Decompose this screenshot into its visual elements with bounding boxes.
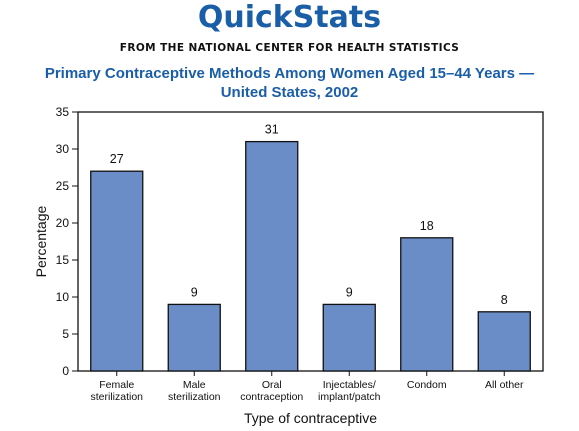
x-tick-label: Female — [99, 379, 134, 391]
y-tick-label: 5 — [62, 327, 69, 341]
x-tick-label: sterilization — [90, 391, 143, 403]
y-tick-label: 30 — [56, 142, 70, 156]
y-tick-label: 25 — [56, 179, 70, 193]
y-tick-label: 20 — [56, 216, 70, 230]
y-axis-title: Percentage — [33, 205, 49, 277]
bar-value-label: 27 — [110, 152, 124, 166]
source-line: FROM THE NATIONAL CENTER FOR HEALTH STAT… — [119, 42, 460, 54]
chart-title: Primary Contraceptive Methods Among Wome… — [0, 64, 579, 102]
x-tick-label: contraception — [240, 391, 303, 403]
y-tick-label: 35 — [56, 105, 70, 119]
chart-title-line-1: Primary Contraceptive Methods Among Wome… — [44, 65, 535, 82]
bar — [477, 311, 531, 372]
quickstats-brand: QuickStats — [197, 0, 382, 35]
y-tick-label: 15 — [56, 253, 70, 267]
bar — [400, 237, 454, 372]
chart-title-line-2: United States, 2002 — [220, 84, 359, 101]
x-tick-label: implant/patch — [318, 391, 381, 403]
bar-value-label: 9 — [191, 285, 198, 299]
bar — [245, 140, 299, 372]
bar-value-label: 9 — [346, 285, 353, 299]
y-tick-label: 10 — [56, 290, 70, 304]
x-tick-label: Condom — [407, 379, 447, 391]
y-tick-label: 0 — [62, 364, 69, 378]
x-axis-title: Type of contraceptive — [244, 410, 377, 426]
x-tick-label: sterilization — [168, 391, 221, 403]
plot-frame — [77, 111, 544, 372]
x-tick-label: Male — [183, 379, 206, 391]
bar — [90, 170, 144, 372]
bar-value-label: 31 — [265, 123, 279, 137]
x-tick-label: Injectables/ — [323, 379, 376, 391]
x-tick-label: Oral — [262, 379, 282, 391]
bar-value-label: 8 — [501, 293, 508, 307]
bar — [167, 303, 221, 372]
x-tick-label: All other — [485, 379, 524, 391]
bar — [322, 303, 376, 372]
bar-value-label: 18 — [420, 219, 434, 233]
